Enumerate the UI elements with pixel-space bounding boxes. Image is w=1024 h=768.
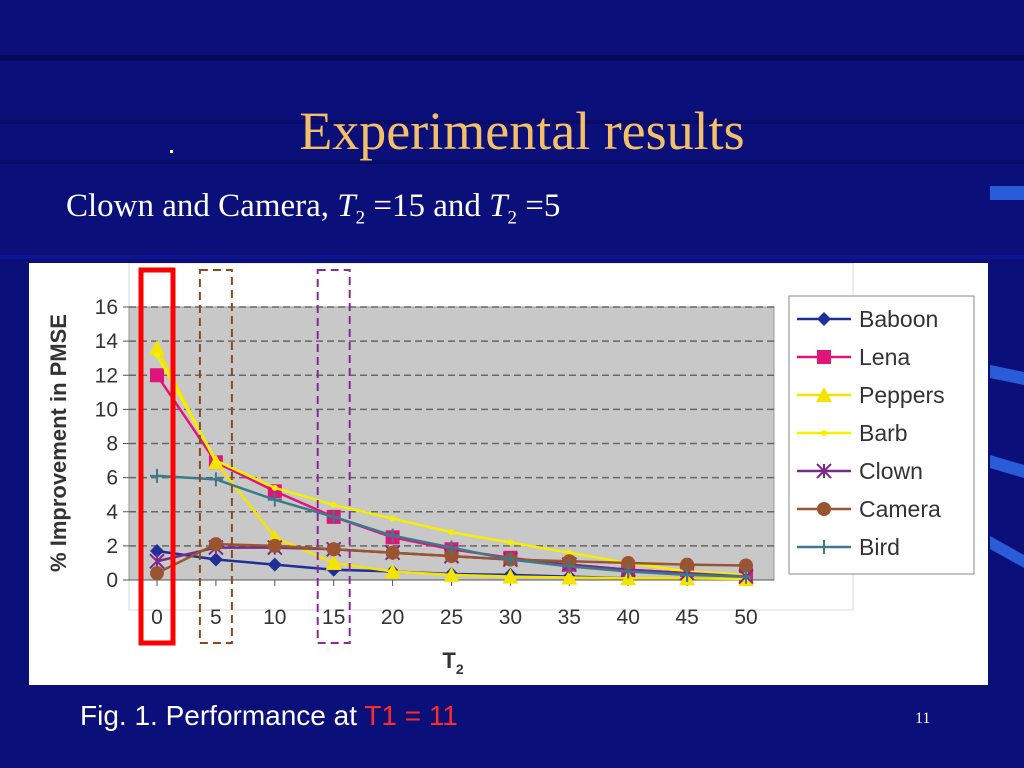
point-bird-15 [326, 509, 341, 524]
subtitle-subscript-2: 2 [507, 207, 518, 229]
point-barb-5 [212, 457, 219, 464]
legend-label-bird: Bird [859, 534, 900, 560]
x-tick-label-40: 40 [617, 606, 640, 629]
legend-label-barb: Barb [859, 420, 908, 446]
caption-prefix: Fig. 1. Performance at [80, 700, 365, 731]
x-tick-label-10: 10 [263, 606, 286, 629]
point-baboon-10 [267, 557, 282, 572]
y-tick-label-14: 14 [95, 330, 119, 353]
point-camera-15 [326, 542, 341, 557]
highlight-box-x-0 [138, 267, 176, 646]
point-camera-5 [208, 537, 223, 552]
point-lena-0 [150, 368, 164, 383]
point-bird-30 [503, 552, 518, 567]
y-axis-label: % Improvement in PMSE [46, 314, 71, 572]
subtitle-equation-2: =5 [517, 188, 561, 224]
subtitle-variable-t: T [337, 188, 356, 224]
y-tick-label-16: 16 [95, 296, 118, 319]
x-tick-label-5: 5 [210, 606, 222, 629]
slide-title: Experimental results [299, 101, 745, 161]
legend-marker-camera [817, 502, 831, 516]
legend-marker-lena [817, 350, 831, 364]
point-barb-0 [154, 351, 160, 358]
legend-marker-barb [821, 430, 827, 436]
x-tick-label-50: 50 [734, 606, 757, 629]
legend-label-peppers: Peppers [859, 382, 945, 408]
point-barb-20 [389, 515, 396, 522]
point-peppers-35 [561, 569, 578, 585]
point-peppers-15 [325, 554, 342, 570]
point-peppers-30 [502, 568, 519, 584]
point-bird-5 [208, 472, 223, 487]
x-tick-label-25: 25 [440, 606, 463, 629]
point-bird-45 [680, 567, 695, 582]
x-tick-label-35: 35 [558, 606, 581, 629]
subtitle-subscript: 2 [355, 207, 366, 229]
point-baboon-5 [208, 552, 223, 567]
slide-subtitle: Clown and Camera, T2 =15 and T2 =5 [66, 188, 560, 230]
point-peppers-25 [443, 566, 460, 582]
point-camera-45 [680, 557, 695, 572]
x-tick-label-15: 15 [322, 606, 345, 629]
x-tick-label-45: 45 [675, 606, 698, 629]
highlight-box-x-5 [198, 269, 233, 644]
y-tick-label-8: 8 [106, 433, 118, 456]
y-tick-label-12: 12 [95, 364, 118, 387]
point-bird-25 [444, 540, 459, 555]
y-tick-label-0: 0 [106, 569, 118, 592]
y-tick-label-6: 6 [106, 467, 118, 490]
legend-label-lena: Lena [859, 344, 910, 370]
y-tick-label-2: 2 [106, 535, 118, 558]
legend-marker-peppers [816, 387, 832, 402]
subtitle-prefix: Clown and Camera, [66, 188, 338, 224]
point-barb-30 [507, 539, 514, 546]
caption-highlight: T1 = 11 [364, 700, 458, 731]
subtitle-equation-1: =15 and [365, 188, 490, 224]
point-peppers-20 [384, 563, 401, 579]
line-chart: 0 2 4 6 8 10 12 14 16 0 5 10 15 20 25 30 35 40 45 50 % Impro… [46, 262, 975, 677]
legend-marker-bird [817, 540, 831, 554]
point-barb-35 [566, 549, 573, 556]
x-axis-label: T2 [442, 648, 463, 677]
point-barb-15 [330, 501, 337, 508]
legend-label-clown: Clown [859, 458, 923, 484]
point-bird-0 [150, 468, 164, 483]
point-bird-10 [267, 492, 282, 507]
legend-marker-clown [816, 463, 832, 479]
point-camera-20 [385, 545, 400, 560]
subtitle-variable-t-2: T [489, 188, 508, 224]
point-camera-0 [150, 566, 164, 581]
point-camera-50 [739, 558, 753, 573]
legend-label-baboon: Baboon [859, 306, 938, 332]
point-bird-50 [739, 569, 753, 584]
legend-marker-baboon [817, 312, 831, 326]
y-tick-label-10: 10 [95, 398, 118, 421]
point-camera-40 [621, 555, 636, 570]
x-tick-label-30: 30 [499, 606, 522, 629]
point-camera-25 [444, 549, 459, 564]
point-baboon-0 [150, 543, 164, 558]
x-tick-label-0: 0 [151, 606, 163, 629]
point-clown-0 [149, 553, 165, 569]
point-bird-20 [385, 528, 400, 543]
y-tick-label-4: 4 [106, 501, 118, 524]
point-camera-10 [267, 538, 282, 553]
point-bird-35 [562, 559, 577, 574]
highlight-box-x-15 [316, 269, 351, 644]
point-barb-25 [448, 529, 455, 536]
bullet-dot [170, 150, 173, 153]
point-bird-40 [621, 564, 636, 579]
figure-caption: Fig. 1. Performance at T1 = 11 [80, 700, 458, 732]
point-peppers-0 [149, 339, 165, 355]
legend-box [788, 295, 975, 575]
x-tick-label-20: 20 [381, 606, 404, 629]
legend-label-camera: Camera [859, 496, 941, 522]
figure-panel: 0 2 4 6 8 10 12 14 16 0 5 10 15 20 25 30 35 40 45 50 % Impro… [29, 262, 988, 685]
point-barb-10 [271, 484, 278, 491]
slide-number: 11 [915, 710, 931, 727]
